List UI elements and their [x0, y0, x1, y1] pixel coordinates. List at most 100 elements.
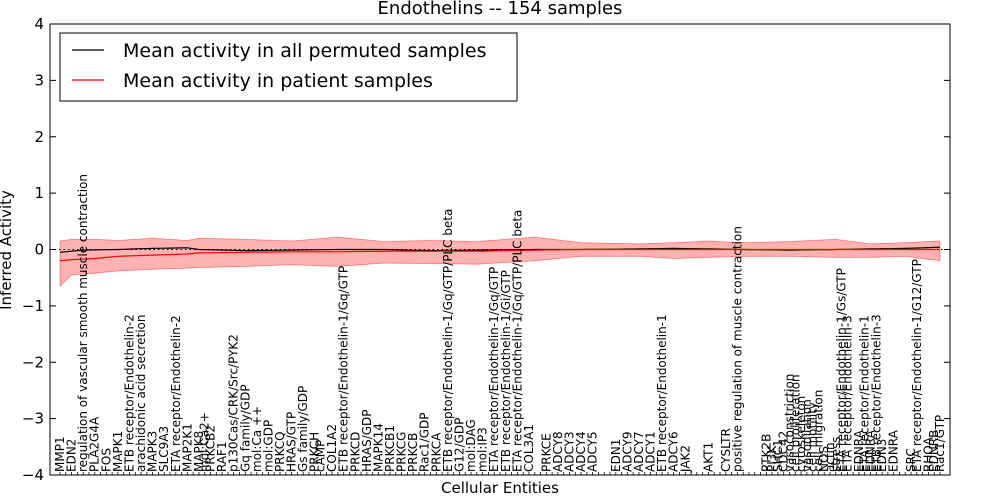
legend-entry-label: Mean activity in all permuted samples [123, 40, 486, 62]
x-category-label: AKT1 [701, 442, 715, 472]
x-category-label: mol:Ca ++ [250, 406, 264, 472]
x-category-label: PRKCH [308, 432, 322, 472]
y-tick-label: −2 [22, 353, 44, 371]
x-category-label: NOS [817, 446, 831, 472]
x-category-label: Gq family/GDP [238, 384, 252, 472]
x-category-label: ADCY4 [574, 431, 588, 472]
axis-layer: 4 3 2 1 0 −1 −2 −3 −4 [22, 15, 951, 484]
x-category-label: actin [823, 442, 837, 472]
y-tick-label: 3 [34, 71, 44, 89]
x-category-label: SHC1 [771, 439, 785, 472]
x-category-label: ETA receptor/Endothelin-3 [840, 315, 854, 472]
x-category-label: PRKCB1 [383, 425, 397, 472]
x-category-label: vasoconstriction [783, 374, 797, 472]
x-category-label: ADCY5 [586, 431, 600, 472]
x-category-label: ETA receptor/Endothelin-1/Gq/GTP/PLC bet… [510, 210, 524, 472]
x-category-label: stress [829, 436, 843, 472]
x-category-label: EDNRA [864, 429, 878, 472]
x-category-label: EDN1 [609, 439, 623, 472]
legend-entry-label: Mean activity in patient samples [123, 70, 433, 92]
y-axis-label: Inferred Activity [0, 190, 15, 310]
y-tick-label: 1 [34, 184, 44, 202]
x-category-label: mol:Ca2+ [198, 412, 212, 472]
x-category-label: FOS [99, 448, 113, 472]
x-category-label: EDN2 [65, 439, 79, 472]
x-category-label: CDC42 [777, 431, 791, 472]
y-tick-label: −1 [22, 297, 44, 315]
x-category-label: vasodilation [800, 399, 814, 472]
x-category-label: PRKCE [539, 433, 553, 472]
x-category-label: mol:IP3 [476, 427, 490, 472]
x-category-label: SRC [904, 448, 918, 472]
x-category-label: SLC9A3 [157, 426, 171, 472]
x-axis-label: Cellular Entities [441, 479, 559, 497]
x-category-label: ADCY6 [667, 431, 681, 472]
x-category-label: Gs family/GDP [296, 386, 310, 472]
x-category-label: MAPK1 [111, 431, 125, 472]
x-category-label: Rac1/GTP [933, 415, 947, 472]
y-tick-label: 2 [34, 128, 44, 146]
x-category-label: cell motility [806, 402, 820, 472]
x-category-label: PI3K [765, 445, 779, 472]
x-category-label: COL3A1 [522, 424, 536, 472]
x-category-label: MMP1 [53, 436, 67, 472]
x-category-label: CYSLTR [719, 428, 733, 472]
x-category-label: ADCY9 [620, 431, 634, 472]
x-category-label: RAF1 [215, 441, 229, 472]
x-category-label: regulation of vascular smooth muscle con… [76, 174, 90, 472]
x-category-label: PRKCQ [273, 431, 287, 472]
x-category-label: PRKCB2 [204, 425, 218, 472]
x-category-label: MAPK14 [371, 423, 385, 472]
x-category-label: ADCY7 [632, 431, 646, 472]
x-category-label: ETB receptor/Endothelin-3 [869, 314, 883, 472]
x-category-label: PTK2B [759, 434, 773, 472]
legend: Mean activity in all permuted samples Mea… [59, 32, 518, 102]
y-tick-label: −4 [22, 466, 44, 484]
x-category-label: JAK2 [678, 445, 692, 473]
x-category-label: MAPK8 [192, 431, 206, 472]
x-category-label: ETA receptor/Endothelin-2 [169, 315, 183, 472]
x-category-label: ADCY3 [563, 431, 577, 472]
x-category-label: ETB receptor/Endothelin-2 [123, 314, 137, 472]
x-category-label: ETA receptor/Endothelin-1/G12/GTP [910, 259, 924, 472]
x-category-label: EDNRA [887, 429, 901, 472]
x-category-label: PRKCG [395, 432, 409, 472]
x-category-label: PRKCB [406, 433, 420, 472]
x-category-label: ETB receptor/Endothelin-1 [655, 314, 669, 472]
x-category-label: ETA receptor/Endothelin-1/Gq/GTP [487, 267, 501, 472]
x-category-label: cytoskeleton [794, 396, 808, 472]
x-category-label: G12/GDP [453, 418, 467, 472]
x-category-label: ETB receptor/Endothelin-1/Gq/GTP [337, 266, 351, 472]
x-category-label: p130Cas/CRK/Src/PYK2 [227, 334, 241, 472]
x-category-label: PLA2G4A [88, 416, 102, 472]
series-line [59, 248, 940, 262]
series-line-layer [50, 246, 950, 262]
y-tick-label: 4 [34, 15, 44, 33]
x-category-label: EDNRA [852, 429, 866, 472]
x-category-label: RHOA [921, 436, 935, 472]
x-category-label: EDNRB [927, 430, 941, 472]
x-category-label: Rac1/GDP [418, 413, 432, 472]
x-category-label: positive regulation of muscle contractio… [730, 226, 744, 472]
x-category-label: MAPK3 [146, 431, 160, 472]
x-category-label: HRAS/GTP [285, 412, 299, 472]
legend-box [59, 32, 518, 102]
x-category-label: HRAS/GDP [360, 409, 374, 472]
x-category-label: PRKCD [348, 432, 362, 472]
x-category-label: mol:GDP [261, 420, 275, 472]
x-category-label: ETB receptor/Endothelin-1/Gq/GTP/PLC bet… [441, 209, 455, 472]
x-category-label: ETB receptor/Endothelin-1/Gi/GTP [499, 270, 513, 472]
x-category-label: arachidonic acid secretion [134, 315, 148, 472]
x-category-label: ETA receptor/Endothelin-1/Gs/GTP [835, 268, 849, 472]
x-category-label: PRKCA [429, 432, 443, 472]
x-category-label: MAP2K1 [180, 423, 194, 472]
chart-title: Endothelins -- 154 samples [378, 0, 623, 19]
x-category-label: cAMP [314, 440, 328, 472]
y-tick-label: −3 [22, 410, 44, 428]
x-category-label: ADCY1 [644, 431, 658, 472]
x-category-label: COL1A2 [325, 424, 339, 472]
x-category-label: EDN3 [875, 439, 889, 472]
y-tick-label: 0 [34, 241, 44, 259]
